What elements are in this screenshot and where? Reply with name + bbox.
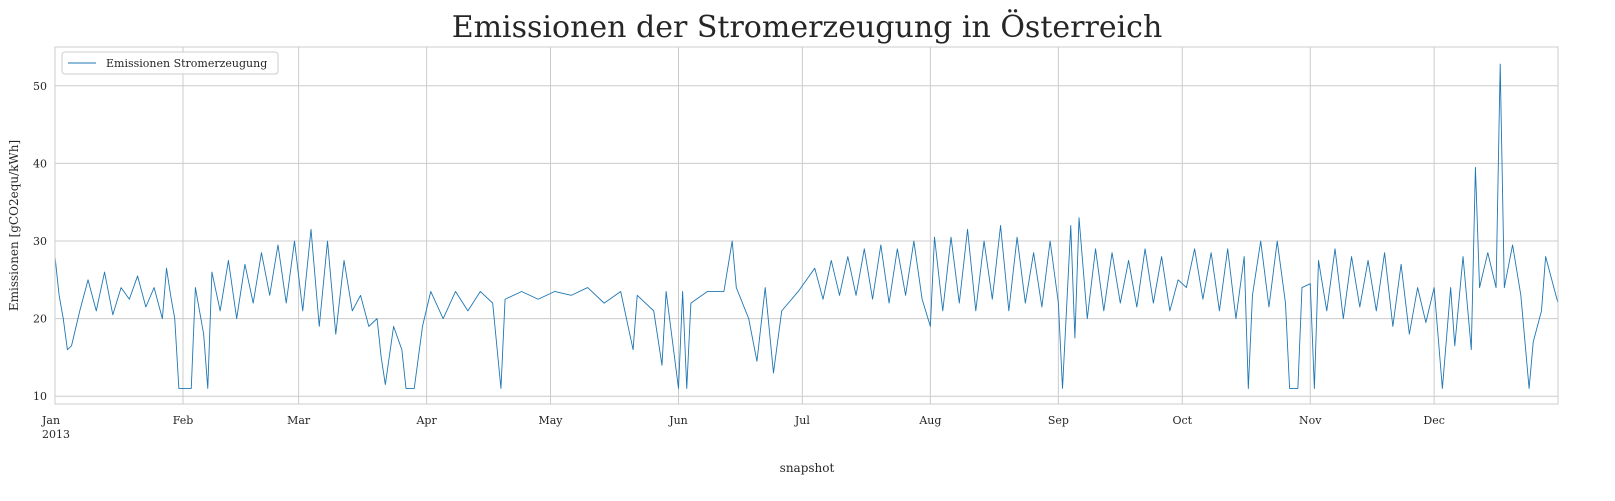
y-tick-label: 50 — [33, 80, 47, 93]
x-tick-label: Nov — [1299, 414, 1322, 427]
x-tick-label: Jun — [668, 414, 688, 427]
x-tick-label: Dec — [1423, 414, 1445, 427]
series-line — [54, 63, 1559, 389]
legend-entry-label: Emissionen Stromerzeugung — [106, 57, 267, 70]
x-tick-label: Oct — [1172, 414, 1192, 427]
legend: Emissionen Stromerzeugung — [61, 51, 279, 75]
chart-title: Emissionen der Stromerzeugung in Österre… — [452, 9, 1163, 45]
y-axis-label: Emissionen [gCO2equ/kWh] — [7, 140, 21, 311]
x-tick-sublabel: 2013 — [42, 428, 70, 441]
x-tick-label: Feb — [173, 414, 194, 427]
x-tick-label: Jul — [794, 414, 810, 427]
y-tick-label: 30 — [33, 235, 47, 248]
y-tick-label: 10 — [33, 390, 47, 403]
x-axis-label: snapshot — [780, 461, 835, 475]
x-tick-label: Mar — [287, 414, 311, 427]
x-tick-label: Aug — [918, 414, 941, 427]
y-ticks: 10 20 30 40 50 — [33, 80, 47, 403]
x-tick-label: Sep — [1048, 414, 1069, 427]
x-tick-label: May — [538, 414, 563, 427]
grid-lines — [55, 47, 1558, 404]
plot-area — [55, 47, 1558, 404]
plot-frame — [54, 46, 1559, 405]
x-tick-label: Jan — [41, 414, 60, 427]
series-layer — [54, 63, 1559, 389]
x-tick-label: Apr — [415, 414, 437, 427]
y-tick-label: 40 — [33, 157, 47, 170]
legend-box — [61, 51, 279, 75]
y-tick-label: 20 — [33, 313, 47, 326]
